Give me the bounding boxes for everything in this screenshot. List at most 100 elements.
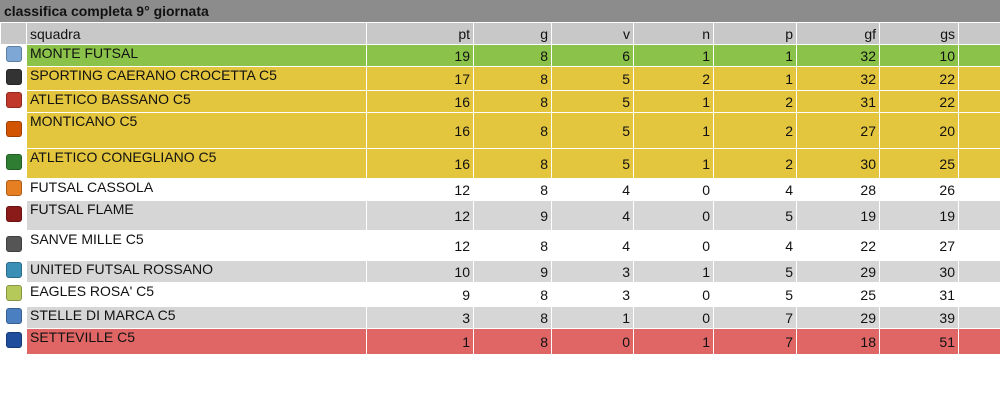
team-logo-icon [5, 285, 22, 301]
pt-value: 12 [366, 178, 474, 201]
header-row: squadra pt g v n p gf gs dr [0, 22, 1000, 45]
gf-value: 31 [796, 90, 880, 113]
n-value: 0 [633, 282, 714, 307]
table-row[interactable]: FUTSAL FLAME12940519190 [0, 200, 1000, 231]
gs-value: 31 [879, 282, 959, 307]
team-name[interactable]: EAGLES ROSA' C5 [26, 282, 367, 307]
dr-value: -10 [958, 306, 1000, 329]
gf-value: 30 [796, 148, 880, 179]
dr-value: 5 [958, 148, 1000, 179]
dr-column-header[interactable]: dr [958, 22, 1000, 45]
standings-body: MONTE FUTSAL198611321022SPORTING CAERANO… [0, 44, 1000, 355]
p-value: 5 [713, 200, 797, 231]
dr-value: 10 [958, 66, 1000, 91]
team-logo-icon [5, 46, 22, 62]
gf-value: 32 [796, 66, 880, 91]
gs-column-header[interactable]: gs [879, 22, 959, 45]
team-logo-icon [5, 69, 22, 85]
team-logo-icon [5, 206, 22, 222]
table-row[interactable]: SPORTING CAERANO CROCETTA C5178521322210 [0, 66, 1000, 91]
p-value: 1 [713, 66, 797, 91]
team-name[interactable]: FUTSAL FLAME [26, 200, 367, 231]
team-name[interactable]: MONTICANO C5 [26, 112, 367, 149]
team-logo-cell [0, 328, 27, 355]
table-row[interactable]: MONTE FUTSAL198611321022 [0, 44, 1000, 67]
dr-value: 7 [958, 112, 1000, 149]
gs-value: 25 [879, 148, 959, 179]
team-name[interactable]: ATLETICO CONEGLIANO C5 [26, 148, 367, 179]
g-value: 8 [473, 328, 552, 355]
pt-value: 16 [366, 112, 474, 149]
team-logo-cell [0, 200, 27, 231]
gf-value: 27 [796, 112, 880, 149]
v-value: 3 [551, 282, 634, 307]
dr-value: 9 [958, 90, 1000, 113]
table-row[interactable]: FUTSAL CASSOLA12840428262 [0, 178, 1000, 201]
n-value: 2 [633, 66, 714, 91]
n-value: 0 [633, 200, 714, 231]
g-value: 8 [473, 44, 552, 67]
pt-value: 9 [366, 282, 474, 307]
pt-column-header[interactable]: pt [366, 22, 474, 45]
p-value: 1 [713, 44, 797, 67]
table-row[interactable]: ATLETICO BASSANO C516851231229 [0, 90, 1000, 113]
v-column-header[interactable]: v [551, 22, 634, 45]
team-name[interactable]: SPORTING CAERANO CROCETTA C5 [26, 66, 367, 91]
pt-value: 16 [366, 148, 474, 179]
gs-value: 22 [879, 66, 959, 91]
team-logo-cell [0, 44, 27, 67]
standings-table: squadra pt g v n p gf gs dr MONTE FUTSAL… [0, 22, 1000, 355]
v-value: 4 [551, 230, 634, 261]
team-logo-icon [5, 92, 22, 108]
pt-value: 1 [366, 328, 474, 355]
n-value: 1 [633, 90, 714, 113]
g-value: 9 [473, 260, 552, 283]
p-value: 7 [713, 328, 797, 355]
n-value: 1 [633, 112, 714, 149]
team-column-header[interactable]: squadra [26, 22, 367, 45]
p-value: 2 [713, 90, 797, 113]
gf-value: 29 [796, 260, 880, 283]
team-name[interactable]: UNITED FUTSAL ROSSANO [26, 260, 367, 283]
team-name[interactable]: FUTSAL CASSOLA [26, 178, 367, 201]
v-value: 5 [551, 66, 634, 91]
n-column-header[interactable]: n [633, 22, 714, 45]
g-value: 8 [473, 282, 552, 307]
g-value: 8 [473, 306, 552, 329]
table-row[interactable]: ATLETICO CONEGLIANO C516851230255 [0, 148, 1000, 179]
pt-value: 3 [366, 306, 474, 329]
table-row[interactable]: MONTICANO C516851227207 [0, 112, 1000, 149]
team-logo-icon [5, 154, 22, 170]
p-column-header[interactable]: p [713, 22, 797, 45]
team-logo-cell [0, 66, 27, 91]
team-logo-icon [5, 332, 22, 348]
table-title: classifica completa 9° giornata [0, 0, 1000, 22]
team-name[interactable]: SETTEVILLE C5 [26, 328, 367, 355]
team-logo-cell [0, 148, 27, 179]
dr-value: -5 [958, 230, 1000, 261]
gf-value: 19 [796, 200, 880, 231]
g-value: 8 [473, 112, 552, 149]
team-name[interactable]: STELLE DI MARCA C5 [26, 306, 367, 329]
g-value: 8 [473, 90, 552, 113]
gs-value: 20 [879, 112, 959, 149]
p-value: 5 [713, 260, 797, 283]
team-name[interactable]: ATLETICO BASSANO C5 [26, 90, 367, 113]
g-column-header[interactable]: g [473, 22, 552, 45]
g-value: 8 [473, 230, 552, 261]
dr-value: 2 [958, 178, 1000, 201]
gf-value: 25 [796, 282, 880, 307]
team-name[interactable]: SANVE MILLE C5 [26, 230, 367, 261]
v-value: 5 [551, 148, 634, 179]
g-value: 8 [473, 66, 552, 91]
v-value: 1 [551, 306, 634, 329]
gf-column-header[interactable]: gf [796, 22, 880, 45]
g-value: 8 [473, 148, 552, 179]
team-name[interactable]: MONTE FUTSAL [26, 44, 367, 67]
